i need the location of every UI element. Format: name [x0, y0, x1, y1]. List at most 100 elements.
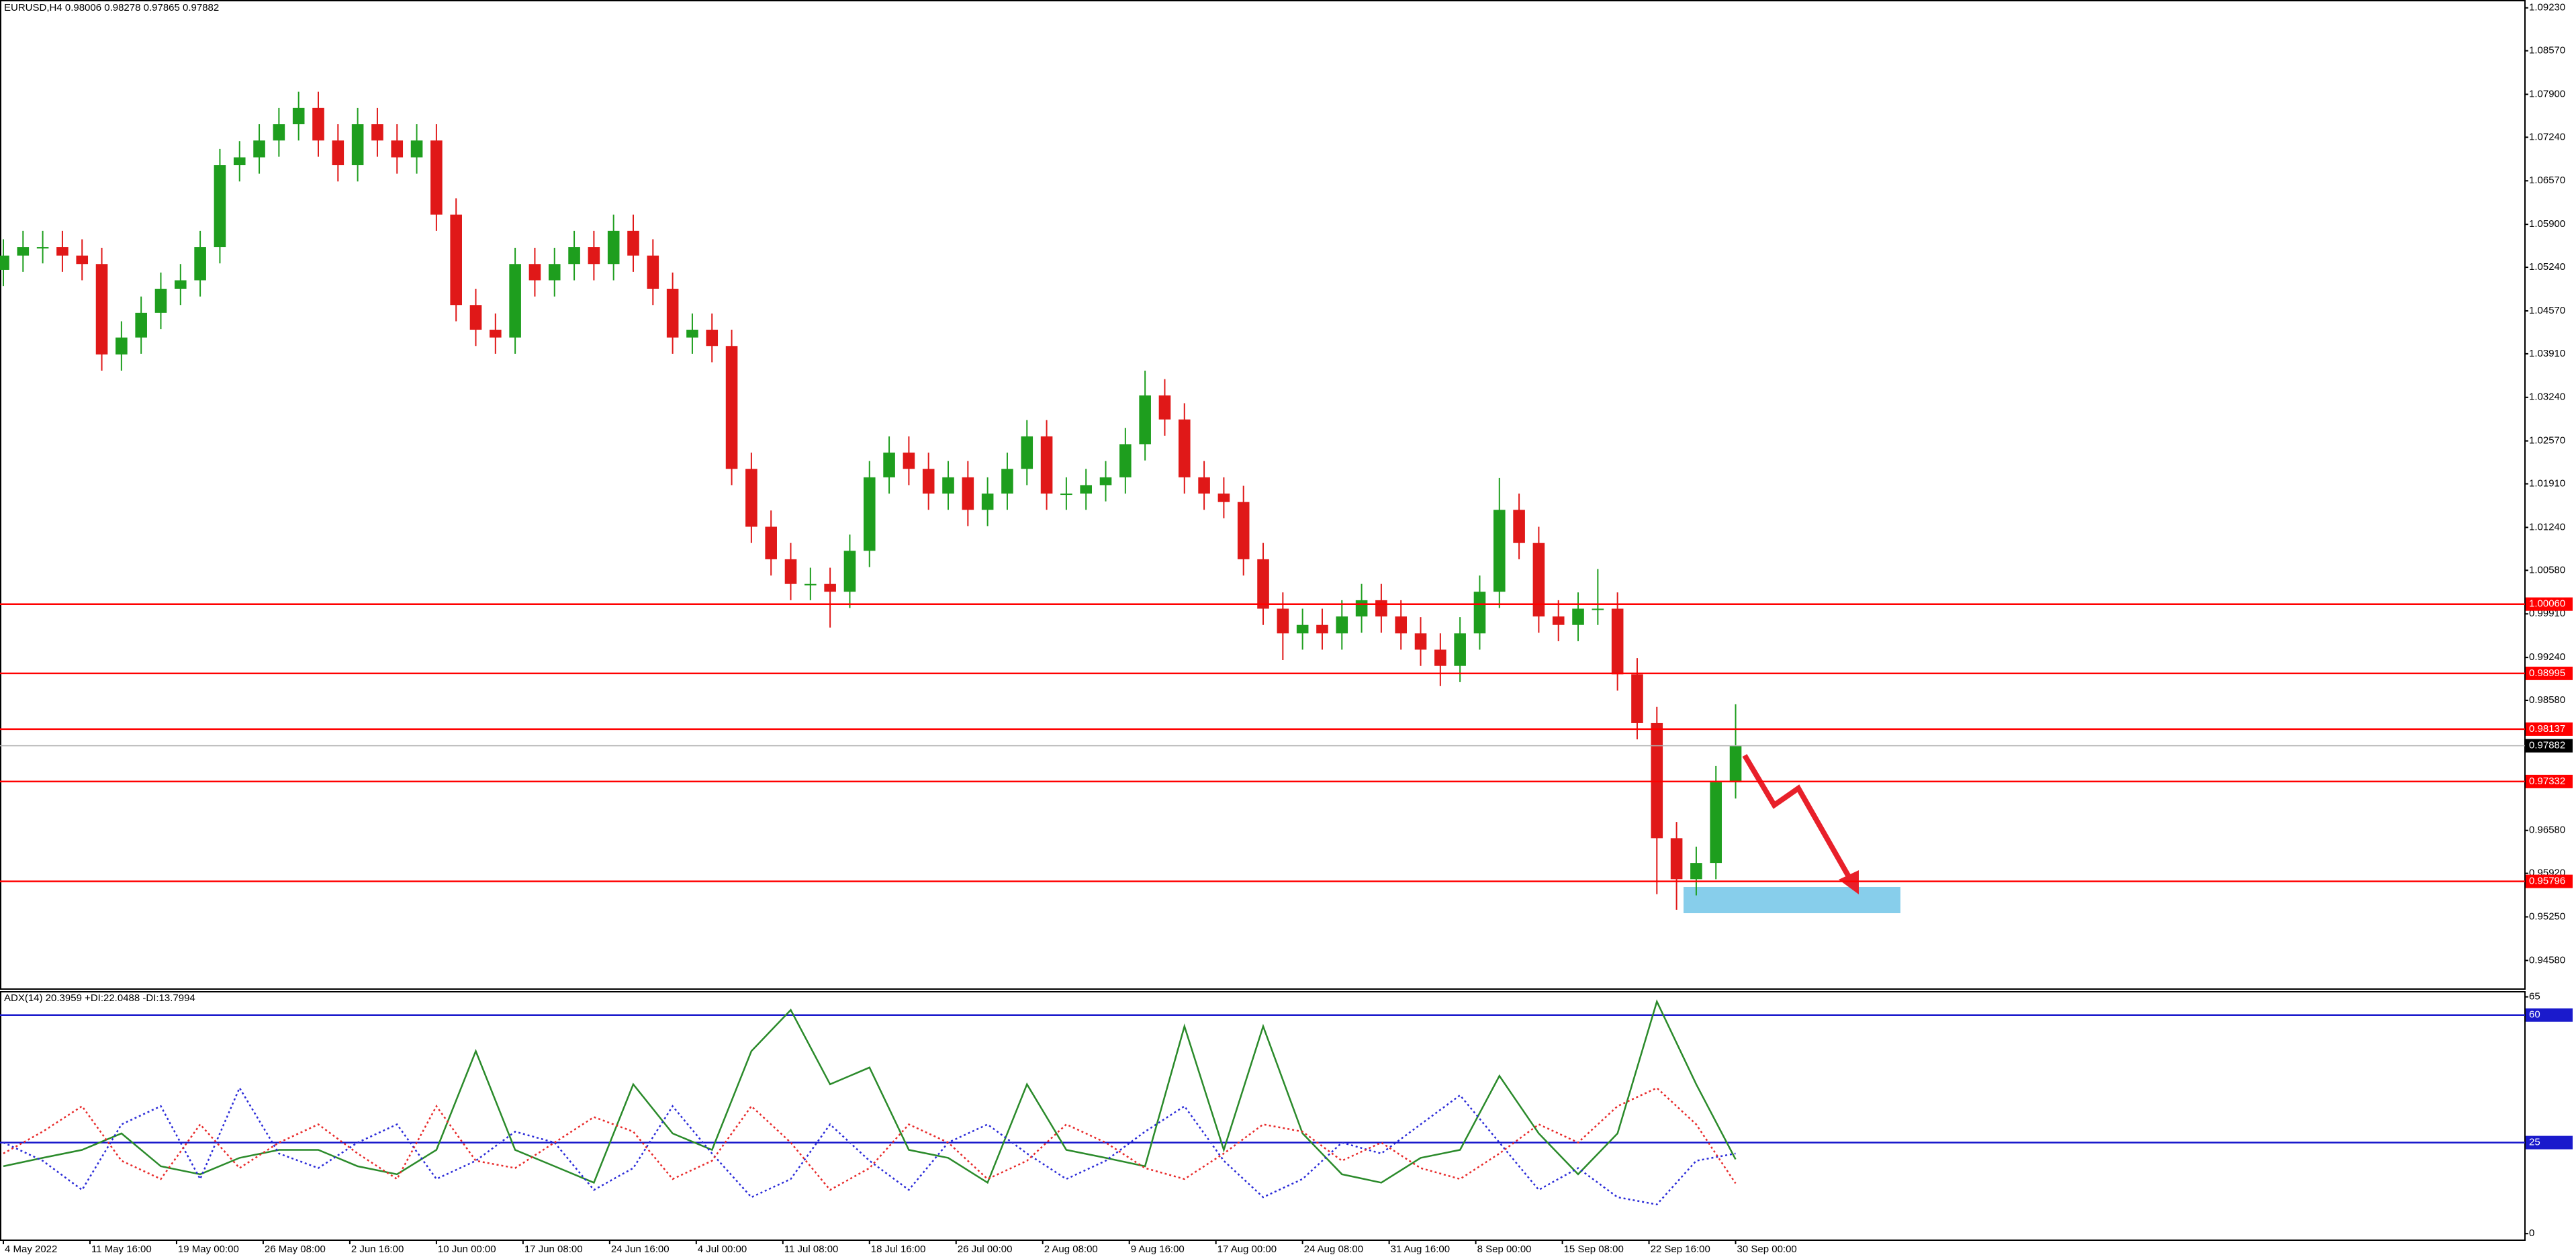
price-label-box	[2526, 874, 2573, 888]
candle-body	[647, 255, 659, 289]
indicator-panel-frame	[0, 991, 2526, 1241]
y-tick-label: 1.08570	[2529, 45, 2565, 56]
y-tick-label: 0.94580	[2529, 954, 2565, 966]
candle-body	[863, 477, 876, 551]
y-tick-label: 0.99240	[2529, 651, 2565, 663]
y-tick-label: 0	[2529, 1227, 2534, 1239]
price-label-box	[2526, 739, 2573, 753]
x-tick-label: 26 Jul 00:00	[958, 1244, 1013, 1255]
candle-body	[253, 140, 265, 158]
candle-body	[1316, 624, 1328, 634]
candle-body	[233, 157, 246, 166]
price-label-box	[2526, 722, 2573, 736]
x-tick-label: 15 Sep 08:00	[1564, 1244, 1624, 1255]
candle-body	[843, 551, 856, 592]
target-zone	[1684, 887, 1900, 913]
price-label-box	[2526, 666, 2573, 680]
candle-body	[1729, 745, 1742, 783]
x-tick-label: 17 Jun 08:00	[524, 1244, 583, 1255]
price-label-box	[2526, 1135, 2573, 1150]
candle-body	[116, 337, 128, 355]
x-tick-label: 4 Jul 00:00	[698, 1244, 747, 1255]
candle-body	[1454, 633, 1466, 666]
candle-body	[154, 289, 167, 313]
x-tick-label: 2 Jun 16:00	[351, 1244, 404, 1255]
x-tick-label: 24 Aug 08:00	[1304, 1244, 1363, 1255]
x-tick-label: 24 Jun 16:00	[611, 1244, 670, 1255]
candle-body	[903, 453, 915, 469]
candle-body	[962, 477, 974, 510]
candle-body	[430, 140, 443, 215]
candle-body	[292, 107, 305, 125]
candle-body	[0, 255, 9, 270]
candle-body	[568, 247, 580, 265]
candle-body	[1198, 477, 1210, 494]
candle-body	[410, 140, 423, 158]
price-label: 60	[2529, 1009, 2540, 1021]
candle-body	[194, 247, 206, 281]
candle-body	[981, 494, 994, 510]
candle-body	[1277, 608, 1289, 634]
y-tick-label: 0.95250	[2529, 911, 2565, 922]
candle-body	[135, 312, 147, 338]
price-label-box	[2526, 597, 2573, 611]
candle-body	[1099, 477, 1112, 485]
candle-body	[686, 330, 698, 338]
y-tick-label: 0.96580	[2529, 825, 2565, 836]
candle-body	[1296, 624, 1309, 634]
x-tick-label: 2 Aug 08:00	[1044, 1244, 1098, 1255]
x-tick-label: 31 Aug 16:00	[1391, 1244, 1450, 1255]
indicator-title: ADX(14) 20.3959 +DI:22.0488 -DI:13.7994	[4, 992, 195, 1004]
price-label: 0.98995	[2529, 667, 2565, 679]
y-tick-label: 1.02570	[2529, 435, 2565, 447]
candle-body	[1355, 600, 1368, 617]
candle-body	[76, 255, 89, 265]
candle-body	[725, 346, 738, 469]
x-tick-label: 17 Aug 00:00	[1217, 1244, 1277, 1255]
candle-body	[1158, 395, 1171, 420]
candle-body	[1217, 494, 1230, 502]
x-tick-label: 22 Sep 16:00	[1651, 1244, 1710, 1255]
candle-body	[1178, 419, 1191, 477]
candle-body	[1631, 674, 1643, 723]
adx-line	[3, 999, 1737, 1184]
candle-body	[490, 330, 502, 338]
candle-body	[706, 330, 719, 346]
candle-body	[351, 124, 364, 166]
y-tick-label: 1.07240	[2529, 131, 2565, 142]
y-tick-label: 1.03240	[2529, 391, 2565, 403]
y-tick-label: 1.05900	[2529, 218, 2565, 230]
x-tick-label: 11 Jul 08:00	[784, 1244, 839, 1255]
candle-body	[1001, 469, 1013, 494]
candle-body	[469, 305, 482, 330]
candle-body	[1080, 485, 1093, 494]
candle-body	[1257, 559, 1269, 609]
candle-body	[883, 453, 895, 477]
candle-body	[1119, 444, 1132, 477]
candle-body	[509, 264, 521, 338]
candle-body	[627, 230, 639, 256]
candle-body	[1493, 510, 1506, 592]
candle-body	[784, 559, 797, 584]
x-tick-label: 9 Aug 16:00	[1131, 1244, 1185, 1255]
price-label: 0.95796	[2529, 876, 2565, 887]
candle-body	[1336, 616, 1348, 634]
candle-body	[273, 124, 285, 141]
price-label-box	[2526, 774, 2573, 788]
candle-body	[1473, 592, 1486, 634]
x-tick-label: 10 Jun 00:00	[438, 1244, 496, 1255]
y-tick-label: 1.05240	[2529, 261, 2565, 273]
candle-body	[548, 264, 561, 281]
candle-body	[56, 247, 68, 256]
candle-body	[1139, 395, 1151, 445]
y-tick-label: 1.03910	[2529, 348, 2565, 359]
y-tick-label: 1.00580	[2529, 564, 2565, 575]
y-tick-label: 1.09230	[2529, 2, 2565, 13]
x-tick-label: 11 May 16:00	[91, 1244, 152, 1255]
candle-body	[1710, 782, 1722, 864]
price-label: 25	[2529, 1137, 2540, 1148]
candle-body	[1611, 608, 1624, 675]
candle-body	[1532, 543, 1545, 617]
candle-body	[1552, 616, 1565, 625]
